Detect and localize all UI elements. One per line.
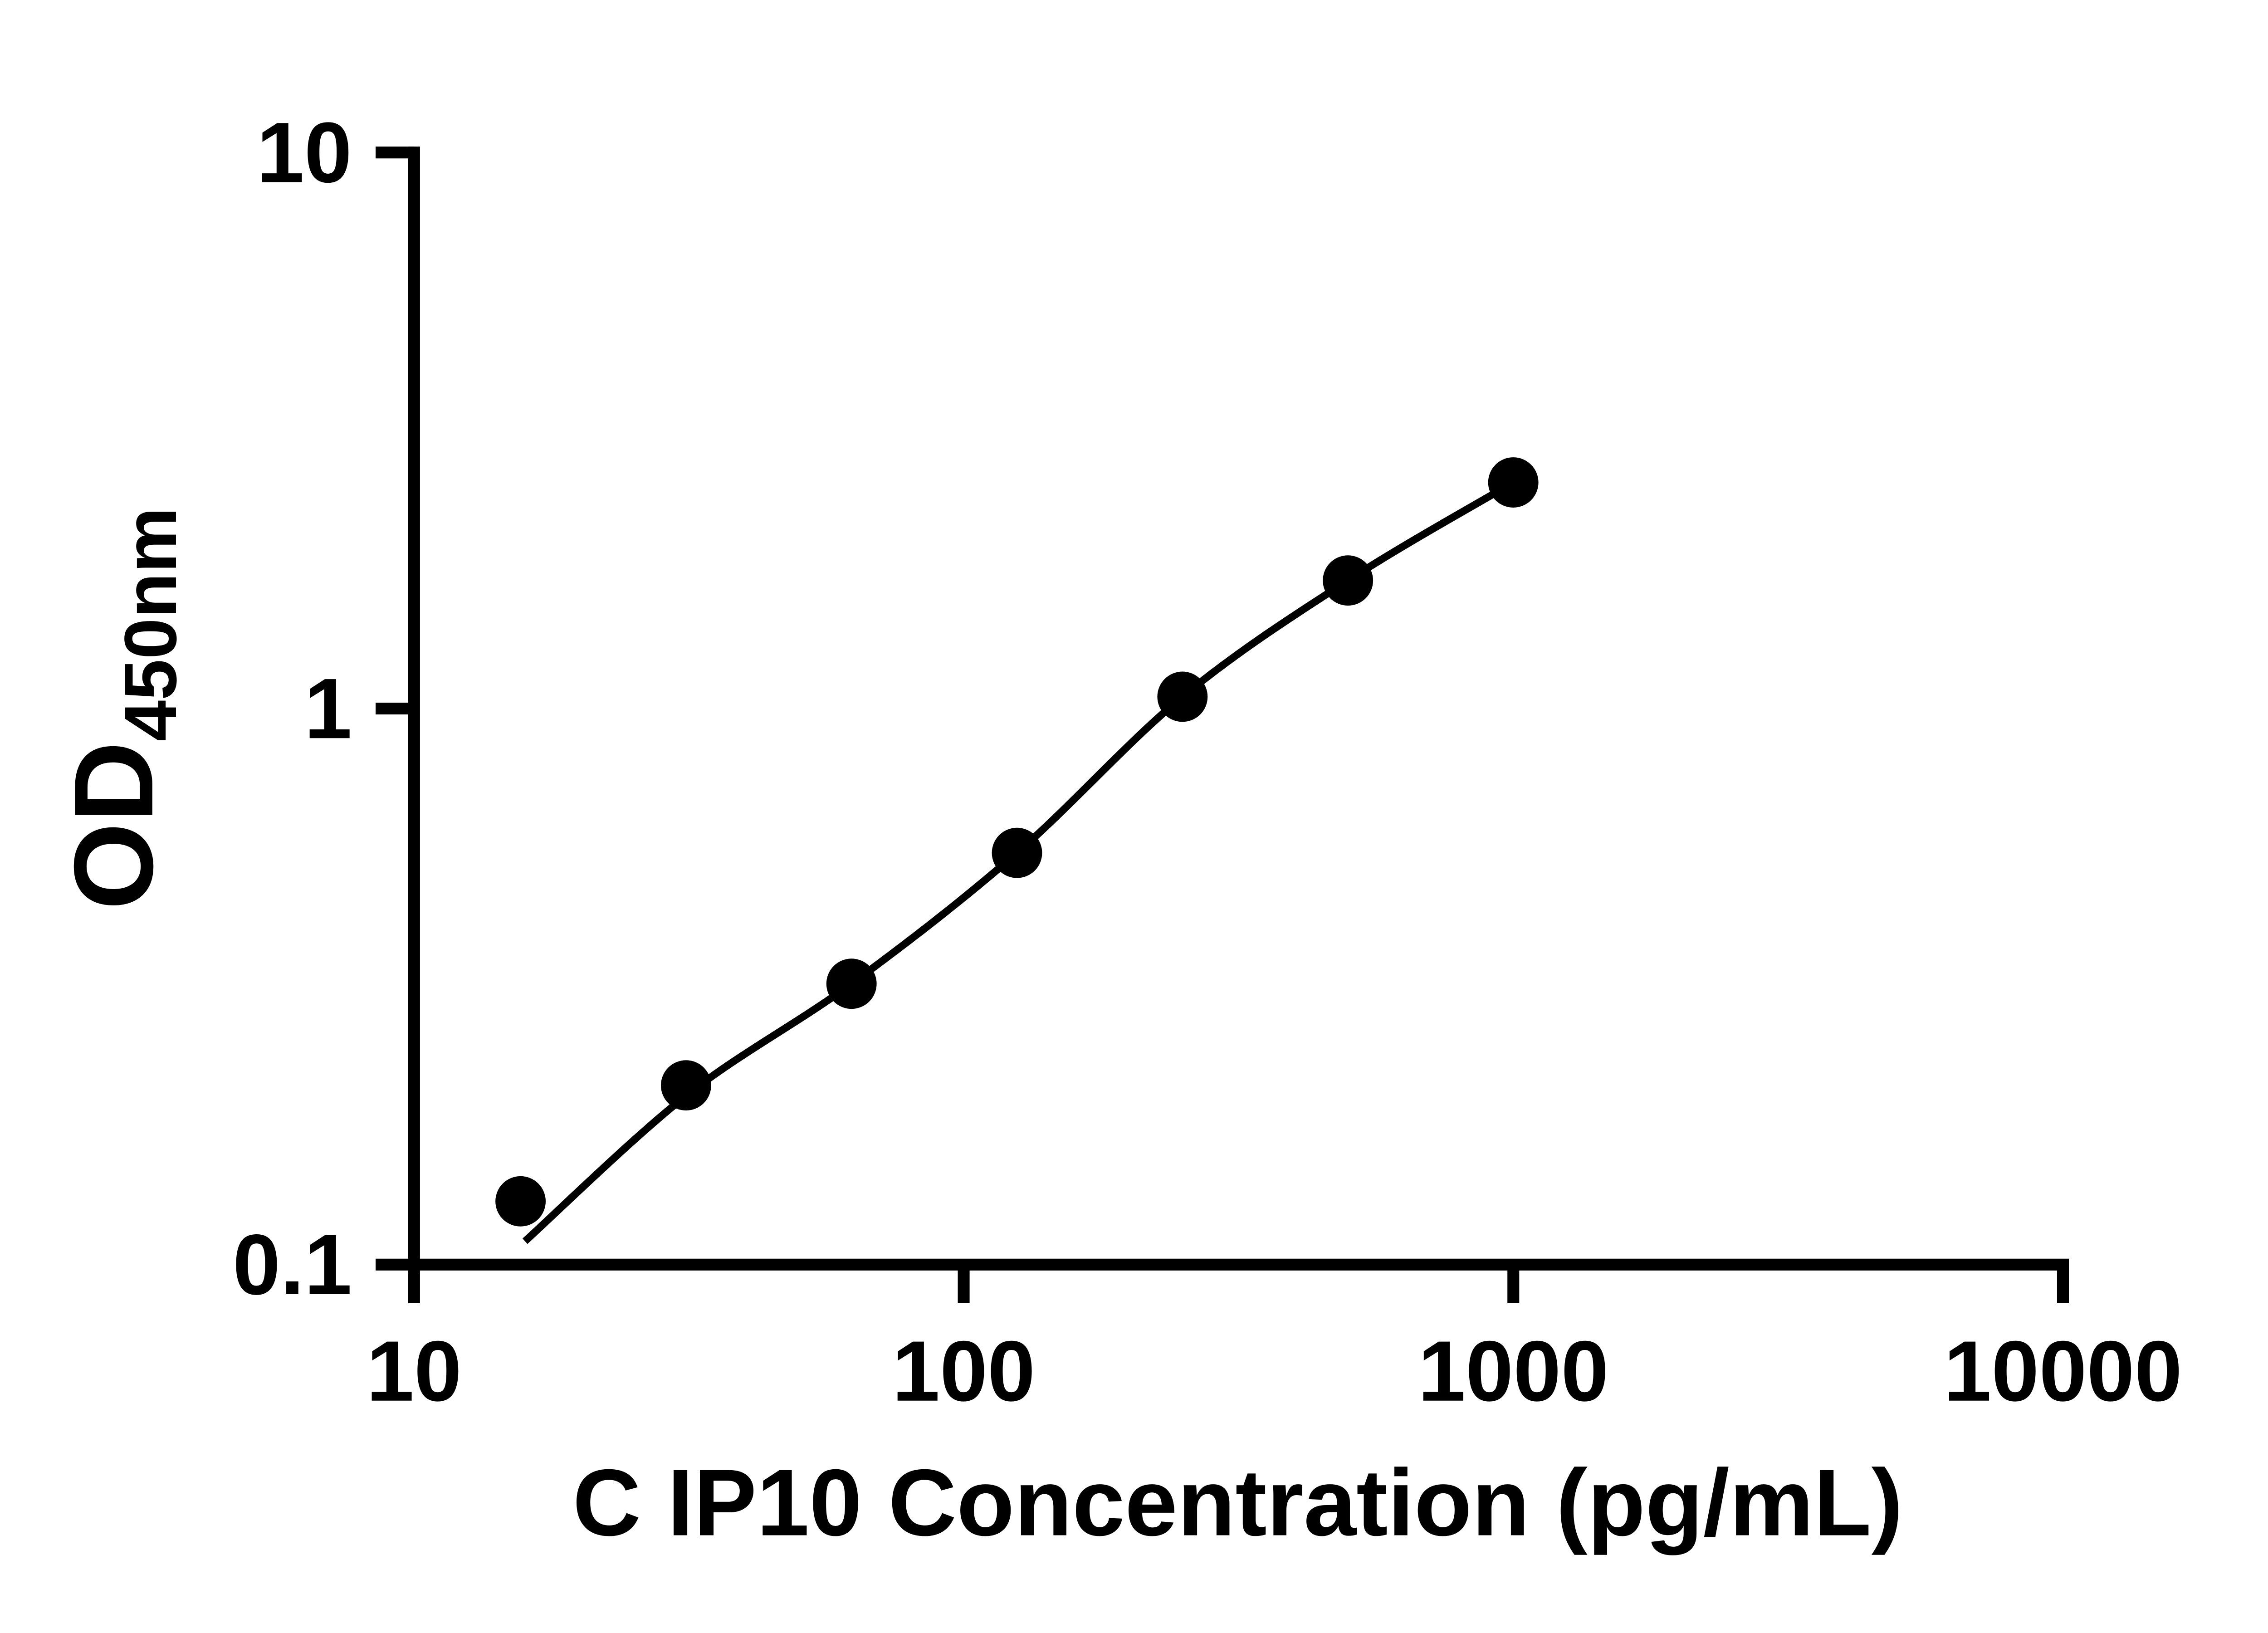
y-axis-title-main: OD: [51, 741, 176, 910]
plot-area: 0.1 1 10 10 100 1000 10000: [233, 105, 2182, 1419]
x-axis-title: C IP10 Concentration (pg/mL): [572, 1450, 1903, 1555]
y-tick-label: 1: [304, 661, 352, 757]
y-axis-title: OD450nm: [51, 507, 192, 910]
data-point: [992, 827, 1042, 878]
data-point: [1157, 671, 1208, 722]
data-point: [1323, 555, 1374, 606]
x-tick-label: 1000: [1418, 1324, 1609, 1419]
y-axis-title-sub: 450nm: [109, 507, 192, 741]
data-point: [1488, 457, 1539, 508]
data-point: [660, 1060, 711, 1111]
y-tick-label: 0.1: [233, 1217, 352, 1313]
data-point: [495, 1176, 546, 1227]
x-tick-label: 100: [892, 1324, 1035, 1419]
x-tick-label: 10: [367, 1324, 462, 1419]
data-point: [826, 958, 877, 1009]
y-tick-label: 10: [257, 105, 352, 200]
x-tick-label: 10000: [1944, 1324, 2182, 1419]
